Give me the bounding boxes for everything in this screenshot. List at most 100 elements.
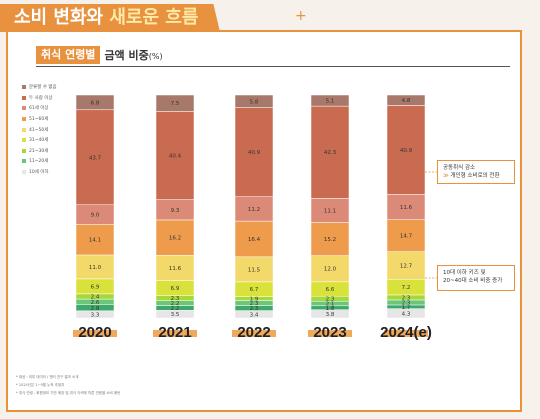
footnotes: * 제공 : 외부 데이터 / 엔터 연구 결과 소개 * 2024년은 1~9… [16, 373, 120, 397]
footnote-3: * 취식 연령 : 회원정보 기반 메장 및 취식 이력에 따른 연령별 소비 … [16, 391, 121, 395]
bar-segment [310, 255, 350, 283]
chart-subtitle-rest: 금액 비중(%) [104, 47, 162, 63]
data-label: 40.9 [248, 150, 261, 156]
callout-group-decline-line2-text: 개인형 소비로의 전환 [450, 173, 500, 179]
data-label: 11.6 [169, 266, 182, 272]
data-label: 6.8 [91, 100, 100, 106]
callout-young-increase-line2: 20~40대 소비 비중 증가 [443, 278, 503, 284]
bar-segment [155, 219, 195, 256]
bar-segment [155, 94, 195, 112]
category-underline [308, 330, 352, 337]
bar-segment [234, 220, 274, 258]
data-label: 2.3 [326, 297, 335, 303]
legend-item: 10세 이하 [22, 167, 72, 178]
bar-segment [234, 94, 274, 108]
category-label: 2020 [78, 324, 111, 341]
data-label: 16.2 [169, 236, 181, 242]
callout-group-decline-line1: 공동취식 감소 [443, 165, 476, 171]
data-label: 11.1 [324, 208, 336, 214]
data-label: 7.2 [402, 285, 411, 291]
bar-segment [310, 94, 350, 107]
footnote-2: * 2024년은 1~9월 누적 추정치 [16, 383, 65, 387]
data-label: 9.3 [171, 208, 180, 214]
legend-label: 51~60세 [29, 117, 49, 123]
bar-segment [386, 94, 426, 106]
data-label: 6.9 [171, 286, 180, 292]
chart-unit: (%) [148, 52, 163, 61]
bar-segment [75, 224, 115, 256]
footnote-1: * 제공 : 외부 데이터 / 엔터 연구 결과 소개 [16, 375, 79, 379]
callout-young-increase: 10대 이하 키즈 및 20~40대 소비 비중 증가 [437, 265, 515, 291]
data-label: 2.3 [402, 295, 411, 301]
legend-swatch [22, 117, 26, 122]
chart-subtitle: 취식 연령별 금액 비중(%) [36, 46, 163, 64]
legend-swatch [22, 170, 26, 175]
data-label: 11.0 [89, 265, 102, 271]
bar-segment [386, 194, 426, 220]
legend-label: 두 사람 이상 [29, 95, 53, 101]
data-label: 40.4 [169, 154, 182, 160]
legend-item: 51~60세 [22, 114, 72, 125]
legend-item: 21~30세 [22, 146, 72, 157]
category-underline [153, 330, 197, 337]
legend-label: 61세 이상 [29, 106, 49, 112]
data-label: 2.3 [250, 301, 259, 307]
data-label: 2.1 [326, 302, 335, 308]
bar-segment [386, 251, 426, 280]
legend-label: 11~20세 [29, 159, 49, 165]
callout-group-decline: 공동취식 감소 ≫ 개인형 소비로의 전환 [437, 160, 515, 184]
data-label: 5.1 [326, 99, 335, 105]
double-chevron-right-icon: ≫ [443, 173, 449, 179]
data-label: 1.8 [326, 306, 335, 312]
data-label: 9.0 [91, 213, 100, 219]
callout-group-decline-line2: ≫ 개인형 소비로의 전환 [443, 172, 509, 180]
data-label: 14.1 [89, 238, 101, 244]
legend-item: 31~40세 [22, 135, 72, 146]
legend-item: 11~20세 [22, 156, 72, 167]
bar-segment [310, 198, 350, 223]
legend-swatch [22, 138, 26, 143]
data-label: 16.4 [248, 237, 261, 243]
legend-item: 61세 이상 [22, 103, 72, 114]
section-title-highlight: 새로운 흐름 [109, 7, 199, 28]
bar-segment [155, 111, 195, 200]
legend-label: 41~50세 [29, 127, 49, 133]
legend-label: 분류할 수 없음 [29, 85, 57, 91]
data-label: 5.8 [250, 99, 259, 105]
data-label: 12.7 [400, 263, 413, 269]
legend-swatch [22, 159, 26, 164]
data-label: 3.8 [326, 312, 335, 318]
category-underline [384, 330, 428, 337]
data-label: 2.4 [91, 294, 100, 300]
legend-item: 41~50세 [22, 124, 72, 135]
data-label: 3.4 [250, 312, 259, 318]
data-label: 2.2 [171, 306, 180, 312]
data-label: 2.3 [250, 306, 259, 312]
data-label: 6.6 [326, 287, 335, 293]
data-label: 6.9 [91, 284, 100, 290]
bar-segment [75, 94, 115, 111]
bar-segment [234, 107, 274, 197]
category-label: 2023 [313, 324, 346, 341]
data-label: 11.6 [400, 205, 413, 211]
legend-swatch [22, 148, 26, 153]
data-label: 2.3 [402, 300, 411, 306]
chart-subtitle-tag: 취식 연령별 [36, 46, 101, 64]
header-divider [36, 66, 510, 67]
chart-title: 금액 비중 [104, 49, 149, 62]
data-label: 3.5 [171, 312, 180, 318]
data-label: 11.5 [248, 267, 261, 273]
bar-segment [155, 255, 195, 281]
category-label: 2024(e) [380, 324, 432, 341]
category-label: 2022 [237, 324, 270, 341]
section-title: 소비 변화와 새로운 흐름 [0, 4, 220, 32]
bar-segment [75, 109, 115, 206]
data-label: 42.3 [324, 150, 337, 156]
data-label: 43.7 [89, 155, 102, 161]
data-label: 2.6 [91, 300, 100, 306]
data-label: 15.2 [324, 237, 336, 243]
plus-decoration-icon: + [295, 8, 307, 24]
category-underline [232, 330, 276, 337]
